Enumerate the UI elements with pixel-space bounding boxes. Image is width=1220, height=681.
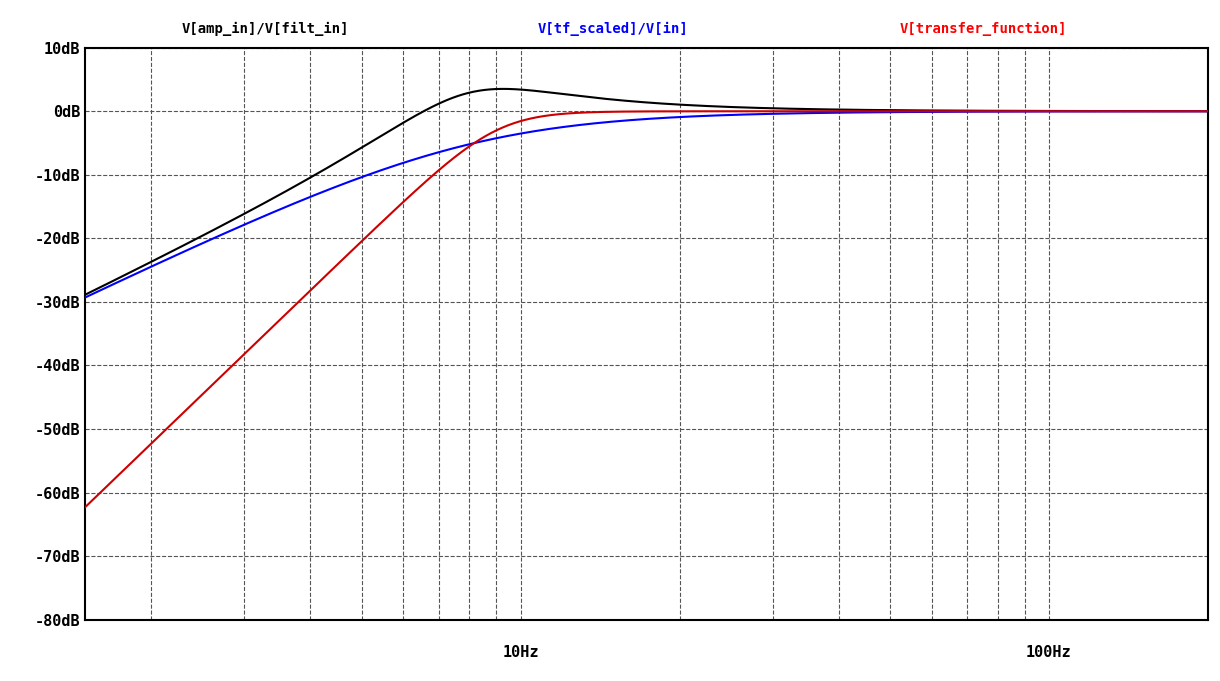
Text: V[tf_scaled]/V[in]: V[tf_scaled]/V[in] [538, 22, 688, 36]
Text: V[amp_in]/V[filt_in]: V[amp_in]/V[filt_in] [182, 22, 349, 36]
Text: 100Hz: 100Hz [1026, 645, 1071, 660]
Text: 10Hz: 10Hz [503, 645, 539, 660]
Text: V[transfer_function]: V[transfer_function] [899, 22, 1068, 36]
